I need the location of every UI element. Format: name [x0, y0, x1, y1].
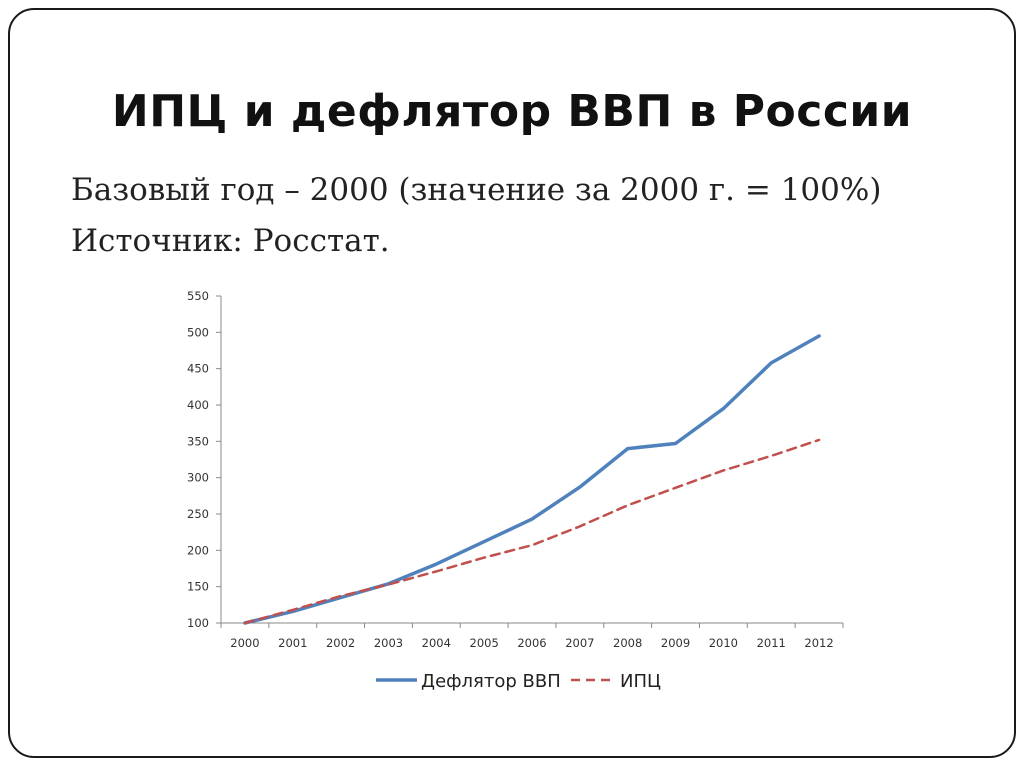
- x-tick-label: 2002: [326, 636, 355, 650]
- x-tick-label: 2003: [374, 636, 403, 650]
- x-tick-label: 2001: [278, 636, 307, 650]
- y-tick-label: 300: [187, 471, 209, 485]
- chart-axes: 100 150 200 250 300 350 400 450 500 550 2000 2001 20…: [187, 289, 844, 650]
- y-tick-label: 400: [187, 398, 209, 412]
- slide-frame: [8, 8, 1016, 758]
- y-tick-label: 350: [187, 434, 209, 448]
- y-tick-label: 450: [187, 362, 209, 376]
- chart-legend: Дефлятор ВВП ИПЦ: [376, 671, 661, 692]
- slide-title: ИПЦ и дефлятор ВВП в России: [111, 86, 913, 137]
- y-tick-label: 550: [187, 289, 209, 303]
- legend-label-1: ИПЦ: [620, 671, 661, 692]
- y-tick-label: 150: [187, 580, 209, 594]
- base-year-note: Базовый год – 2000 (значение за 2000 г. …: [71, 172, 882, 208]
- x-tick-label: 2010: [709, 636, 738, 650]
- x-tick-label: 2000: [230, 636, 259, 650]
- x-tick-label: 2008: [613, 636, 642, 650]
- y-tick-label: 250: [187, 507, 209, 521]
- source-note: Источник: Росстат.: [71, 223, 390, 259]
- series-line-1: [243, 438, 821, 625]
- chart-series: [243, 334, 821, 625]
- x-tick-label: 2007: [565, 636, 594, 650]
- series-line-0: [243, 334, 821, 625]
- x-tick-label: 2009: [661, 636, 690, 650]
- x-tick-label: 2005: [470, 636, 499, 650]
- y-tick-label: 100: [187, 616, 209, 630]
- x-tick-label: 2006: [517, 636, 546, 650]
- legend-label-0: Дефлятор ВВП: [421, 671, 561, 692]
- y-tick-label: 500: [187, 325, 209, 339]
- y-tick-label: 200: [187, 543, 209, 557]
- x-tick-label: 2011: [757, 636, 786, 650]
- x-tick-label: 2004: [422, 636, 451, 650]
- x-tick-label: 2012: [804, 636, 833, 650]
